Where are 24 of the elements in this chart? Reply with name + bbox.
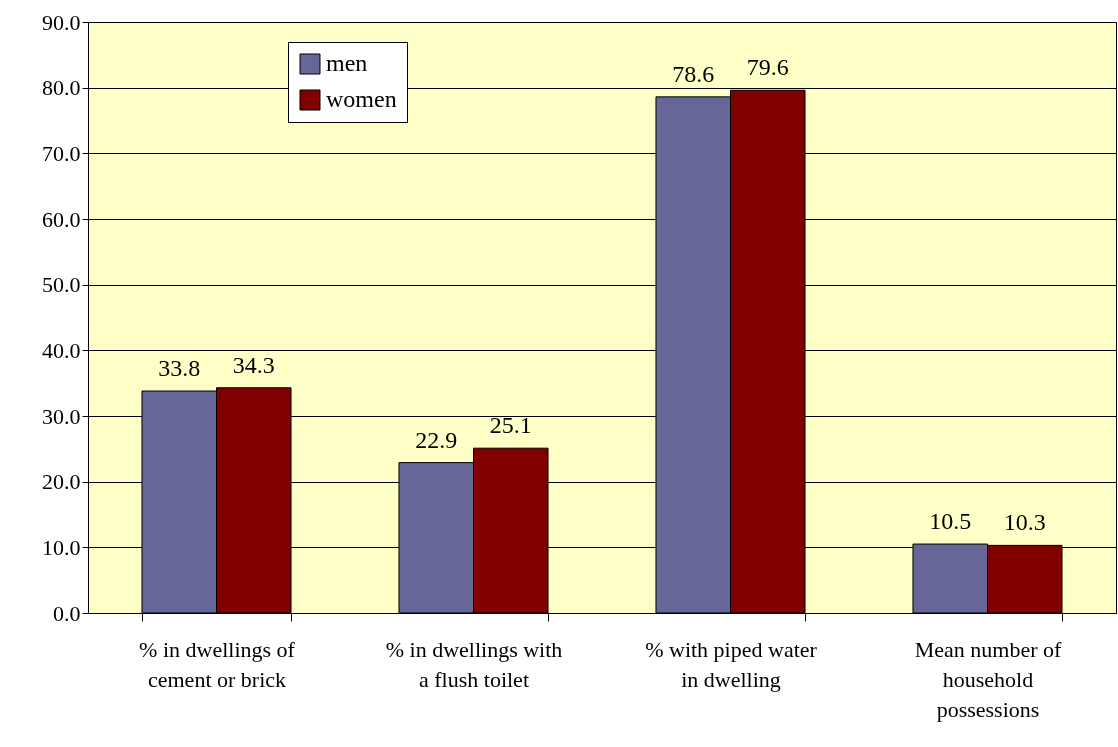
y-tick-label: 40.0 <box>42 337 81 363</box>
data-label: 10.5 <box>929 508 972 535</box>
x-tick-label: Mean number of household possessions <box>914 636 1062 722</box>
y-tick-label: 30.0 <box>42 403 81 429</box>
legend-label: women <box>326 86 397 112</box>
y-tick-label: 70.0 <box>42 140 81 166</box>
data-label: 78.6 <box>672 60 715 87</box>
y-tick-label: 20.0 <box>42 469 81 495</box>
y-tick-label: 10.0 <box>42 534 81 560</box>
x-tick-label: % in dwellings with a flush toilet <box>385 636 563 692</box>
data-label: 25.1 <box>489 412 532 439</box>
y-tick-label: 50.0 <box>42 272 81 298</box>
data-label: 34.3 <box>232 351 275 378</box>
legend-label: men <box>326 50 368 76</box>
x-tick-label: % with piped water in dwelling <box>645 636 818 692</box>
data-label: 79.6 <box>746 54 789 81</box>
data-label: 10.3 <box>1003 509 1046 536</box>
data-label: 33.8 <box>158 355 201 382</box>
y-tick-label: 0.0 <box>53 600 81 626</box>
y-tick-label: 90.0 <box>42 9 81 35</box>
data-label: 22.9 <box>415 426 458 453</box>
x-tick-label: % in dwellings of cement or brick <box>139 636 296 692</box>
y-tick-label: 60.0 <box>42 206 81 232</box>
y-tick-label: 80.0 <box>42 75 81 101</box>
